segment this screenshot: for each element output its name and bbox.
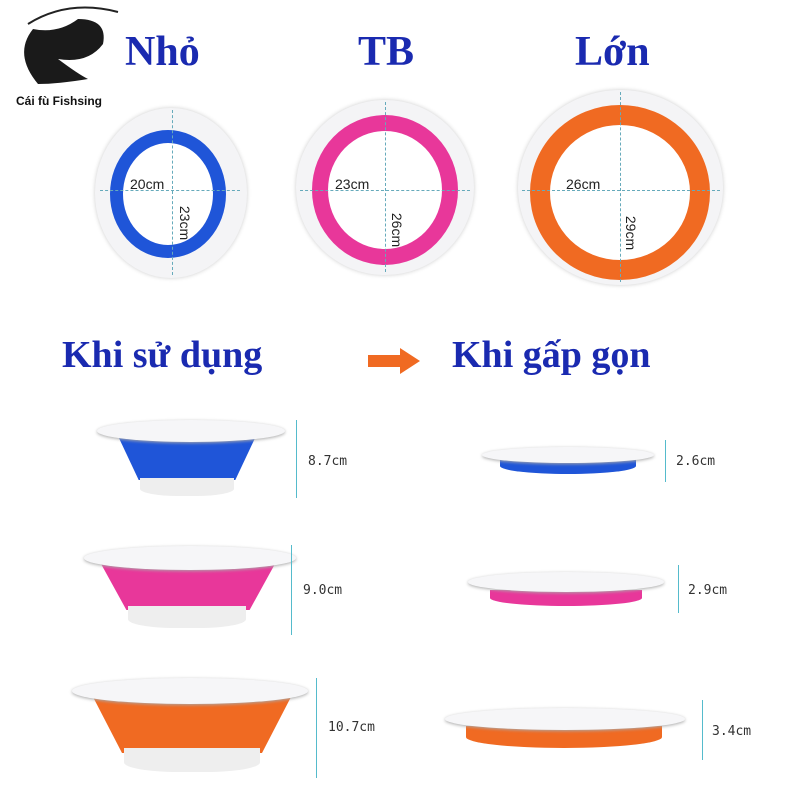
fish-icon — [24, 6, 119, 84]
width-label: 20cm — [130, 176, 165, 192]
length-label: 29cm — [623, 215, 640, 251]
heading-in-use: Khi sử dụng — [62, 334, 263, 376]
height-label: 10.7cm — [328, 720, 375, 735]
height-label: 3.4cm — [712, 724, 752, 739]
height-label: 9.0cm — [303, 583, 343, 598]
height-label: 2.9cm — [688, 583, 728, 598]
logo-text: Cái fù Fishsing — [16, 94, 103, 108]
title-medium: TB — [358, 29, 415, 75]
length-label: 23cm — [177, 205, 194, 241]
length-label: 26cm — [389, 212, 406, 248]
heading-folded: Khi gấp gọn — [452, 334, 651, 376]
title-large: Lớn — [575, 29, 650, 75]
height-label: 2.6cm — [676, 454, 716, 469]
width-label: 23cm — [335, 176, 370, 192]
title-small: Nhỏ — [125, 29, 200, 75]
logo: Cái fù Fishsing — [8, 4, 123, 114]
height-label: 8.7cm — [308, 454, 348, 469]
width-label: 26cm — [566, 176, 601, 192]
